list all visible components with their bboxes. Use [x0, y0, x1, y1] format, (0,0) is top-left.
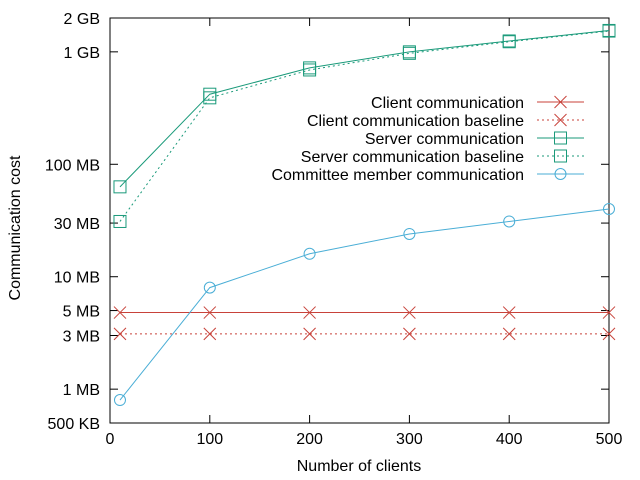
y-tick-label: 1 GB [64, 45, 100, 62]
data-point [203, 281, 216, 294]
y-tick-label: 10 MB [54, 270, 100, 287]
data-point [602, 24, 616, 38]
data-point [502, 327, 516, 341]
data-point [602, 327, 616, 341]
x-axis-title: Number of clients [297, 458, 422, 475]
data-point [303, 247, 316, 260]
legend-marker [554, 131, 567, 145]
legend-label: Committee member communication [271, 167, 524, 184]
legend-marker [554, 95, 567, 109]
y-tick-label: 500 KB [48, 416, 100, 433]
legend-marker [554, 149, 567, 163]
data-point [502, 306, 516, 319]
data-point [113, 214, 127, 228]
series-line-4 [119, 208, 610, 401]
data-point [203, 327, 217, 341]
data-point [303, 327, 316, 341]
data-point [113, 306, 127, 319]
y-axis-title: Communication cost [7, 155, 24, 301]
y-tick-label: 30 MB [54, 216, 100, 233]
legend-label: Client communication baseline [307, 113, 524, 130]
x-tick-label: 500 [596, 431, 623, 448]
data-point [113, 394, 126, 407]
y-tick-label: 1 MB [63, 382, 100, 399]
data-point [402, 46, 416, 60]
data-point [113, 327, 127, 341]
y-tick-label: 5 MB [63, 304, 100, 321]
y-tick-label: 3 MB [63, 329, 100, 346]
data-point [203, 91, 217, 105]
data-point [303, 306, 316, 319]
legend-label: Server communication baseline [301, 149, 524, 166]
x-tick-label: 0 [106, 431, 115, 448]
data-point [403, 227, 416, 240]
data-point [113, 180, 127, 194]
data-point [502, 35, 516, 49]
x-tick-label: 200 [296, 431, 323, 448]
data-point [303, 63, 317, 77]
legend-marker [554, 113, 567, 127]
legend-label: Client communication [371, 95, 524, 112]
data-point [503, 215, 516, 228]
legend-label: Server communication [365, 131, 524, 148]
y-tick-label: 2 GB [64, 11, 100, 28]
x-tick-label: 100 [196, 431, 223, 448]
plot-frame [109, 17, 610, 424]
series-line-2 [119, 29, 610, 188]
data-point [403, 327, 416, 341]
data-point [203, 306, 217, 319]
x-tick-label: 300 [396, 431, 423, 448]
y-tick-label: 100 MB [45, 157, 100, 174]
x-tick-label: 400 [496, 431, 523, 448]
legend-marker [554, 168, 567, 180]
data-point [602, 306, 616, 319]
data-point [603, 203, 615, 216]
data-point [403, 306, 416, 319]
